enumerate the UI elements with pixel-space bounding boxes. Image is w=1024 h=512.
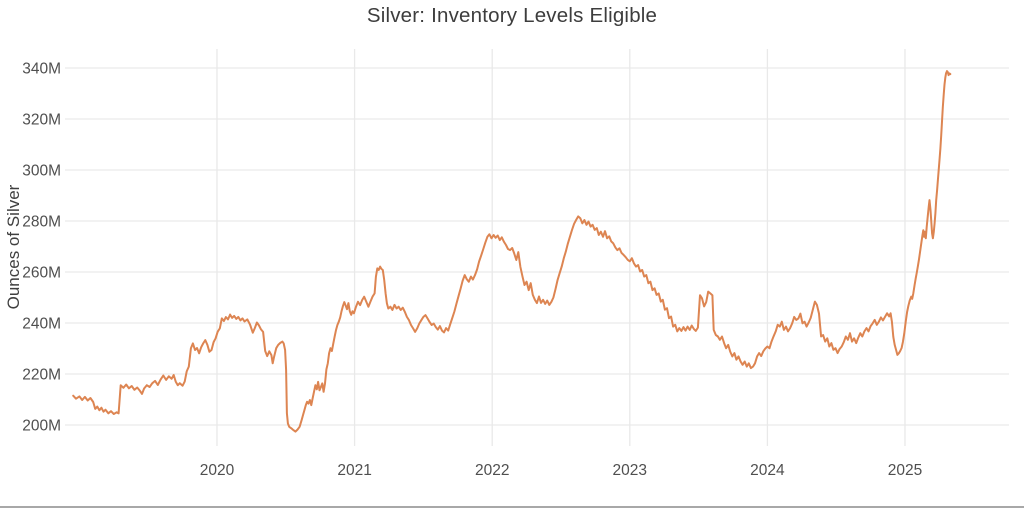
- inventory-line[interactable]: [72, 70, 952, 433]
- y-tick-label: 200M: [22, 418, 61, 435]
- y-tick-label: 240M: [22, 316, 61, 333]
- x-tick-label: 2024: [750, 462, 785, 479]
- chart-title: Silver: Inventory Levels Eligible: [366, 4, 658, 27]
- y-tick-label: 260M: [22, 265, 61, 282]
- x-tick-label: 2023: [613, 462, 647, 479]
- y-tick-label: 340M: [22, 61, 61, 78]
- x-tick-label: 2021: [337, 462, 371, 479]
- x-tick-label: 2020: [200, 462, 235, 479]
- x-tick-label: 2025: [888, 462, 922, 479]
- y-tick-label: 320M: [22, 112, 61, 129]
- x-tick-label: 2022: [475, 462, 509, 479]
- window-bottom-border: [0, 506, 1024, 508]
- y-tick-label: 300M: [22, 163, 61, 180]
- y-tick-label: 220M: [22, 367, 61, 384]
- y-tick-label: 280M: [22, 214, 61, 231]
